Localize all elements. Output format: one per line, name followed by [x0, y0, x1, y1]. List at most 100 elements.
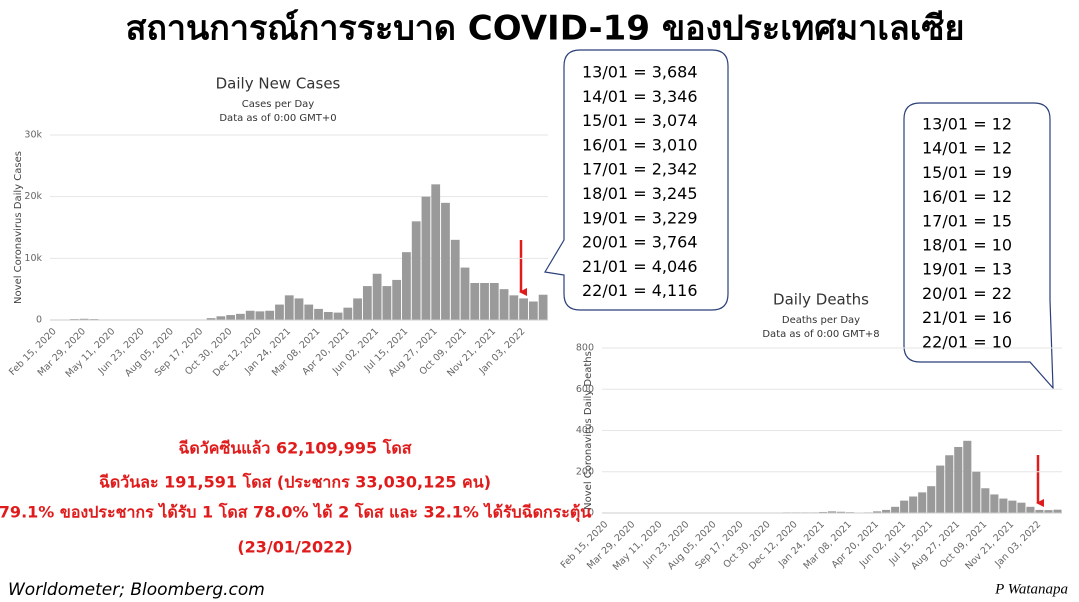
- bar: [343, 307, 353, 320]
- summary-line: ฉีดวัคซีนแล้ว 62,109,995 โดส: [178, 438, 411, 458]
- bar: [353, 298, 362, 320]
- bar: [431, 184, 441, 320]
- bar: [499, 289, 509, 320]
- chart-title: Daily New Cases: [216, 75, 341, 93]
- bar: [999, 498, 1008, 513]
- bar: [954, 447, 963, 513]
- bar: [294, 298, 304, 320]
- bar: [284, 295, 294, 320]
- bar: [909, 496, 918, 513]
- callout-line: 16/01 = 3,010: [582, 135, 698, 154]
- y-tick-label: 0: [588, 508, 594, 519]
- callout-line: 17/01 = 15: [922, 211, 1012, 230]
- bar: [402, 252, 411, 320]
- callout-line: 16/01 = 12: [922, 187, 1012, 206]
- bar: [304, 304, 314, 320]
- bar: [918, 492, 927, 513]
- y-tick-label: 20k: [24, 191, 42, 202]
- y-tick-label: 400: [576, 425, 594, 436]
- y-axis-label: Novel Coronavirus Daily Deaths: [583, 351, 594, 510]
- bar: [392, 279, 402, 320]
- callout-line: 18/01 = 3,245: [582, 184, 698, 203]
- chart-subtitle: Data as of 0:00 GMT+0: [219, 113, 336, 124]
- callout-line: 13/01 = 3,684: [582, 63, 698, 82]
- bar: [79, 318, 89, 320]
- source: Worldometer; Bloomberg.com: [8, 580, 265, 600]
- bar: [1044, 510, 1053, 513]
- chart-subtitle: Cases per Day: [242, 99, 314, 110]
- callout-line: 15/01 = 19: [922, 163, 1012, 182]
- summary-line: ฉีดวันละ 191,591 โดส (ประชากร 33,030,125…: [99, 472, 491, 492]
- bar: [323, 311, 333, 320]
- callout-line: 19/01 = 13: [922, 260, 1012, 279]
- callout-box: [903, 102, 1054, 390]
- bar: [1026, 506, 1035, 513]
- bar: [963, 440, 972, 513]
- y-axis-label: Novel Coronavirus Daily Cases: [13, 151, 24, 304]
- callout-line: 14/01 = 12: [922, 139, 1012, 158]
- bar: [362, 286, 372, 320]
- bar: [927, 486, 936, 513]
- callout-line: 14/01 = 3,346: [582, 87, 698, 106]
- callout-box: [544, 49, 729, 311]
- summary-line: (23/01/2022): [237, 538, 352, 557]
- bar: [480, 283, 489, 320]
- bar: [873, 511, 882, 513]
- bar: [255, 311, 265, 320]
- y-tick-label: 10k: [24, 253, 42, 264]
- y-tick-label: 600: [576, 384, 594, 395]
- bar: [470, 283, 480, 320]
- bar: [421, 196, 431, 320]
- bar: [206, 318, 216, 320]
- bar: [990, 494, 999, 513]
- bar: [460, 267, 470, 320]
- bar: [411, 221, 421, 320]
- bar: [827, 511, 837, 513]
- bar: [236, 313, 245, 320]
- bar: [981, 488, 990, 513]
- chart-subtitle: Data as of 0:00 GMT+8: [762, 329, 879, 340]
- callout-line: 22/01 = 10: [922, 332, 1012, 351]
- bar: [1053, 509, 1062, 513]
- bar: [882, 509, 891, 513]
- y-tick-label: 30k: [24, 130, 42, 141]
- callout-line: 17/01 = 2,342: [582, 160, 698, 179]
- bar: [818, 511, 828, 513]
- bar: [528, 301, 538, 320]
- bar: [1017, 502, 1026, 513]
- chart-subtitle: Deaths per Day: [782, 315, 860, 326]
- bar: [489, 283, 499, 320]
- signature: P Watanapa: [994, 581, 1068, 597]
- bar: [1035, 509, 1044, 513]
- summary-line: 79.1% ของประชากร ได้รับ 1 โดส 78.0% ได้ …: [0, 502, 591, 523]
- bar: [891, 506, 900, 513]
- y-tick-label: 200: [576, 466, 594, 477]
- callout-line: 18/01 = 10: [922, 236, 1012, 255]
- bar: [936, 465, 945, 513]
- callout-line: 21/01 = 16: [922, 308, 1012, 327]
- callout-line: 20/01 = 3,764: [582, 233, 698, 252]
- bar: [441, 202, 450, 320]
- bar: [275, 304, 284, 320]
- callout-line: 15/01 = 3,074: [582, 111, 698, 130]
- callout-line: 20/01 = 22: [922, 284, 1012, 303]
- bar: [509, 295, 519, 320]
- bar: [972, 471, 981, 513]
- bar: [382, 286, 392, 320]
- y-tick-label: 800: [576, 343, 594, 354]
- callout-line: 21/01 = 4,046: [582, 257, 698, 276]
- bar: [1008, 500, 1017, 513]
- bar: [265, 310, 275, 320]
- bar: [450, 239, 460, 320]
- bar: [538, 294, 548, 320]
- chart-title: Daily Deaths: [773, 291, 869, 309]
- bar: [945, 455, 954, 513]
- bar: [226, 315, 236, 320]
- y-tick-label: 0: [36, 315, 42, 326]
- bar: [900, 500, 909, 513]
- bar: [216, 316, 226, 320]
- bar: [836, 511, 846, 513]
- bar: [333, 312, 343, 320]
- bar: [372, 273, 382, 320]
